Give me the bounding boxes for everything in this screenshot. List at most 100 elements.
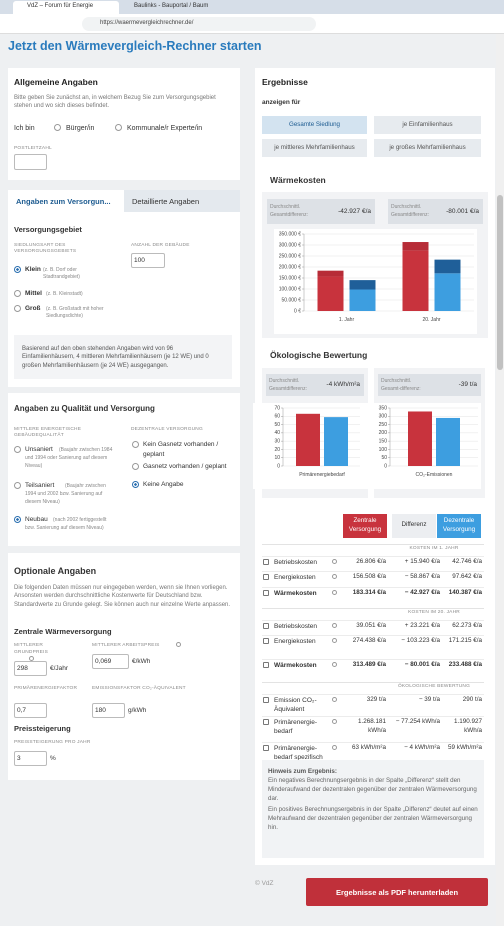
filter-button[interactable] [374, 116, 481, 134]
cell-value: + 15.940 €/a [404, 558, 440, 565]
filter-button[interactable] [374, 139, 481, 157]
cell-value: 59 kWh/m²a [448, 744, 482, 751]
field-label: SIEDLUNGSART DES VERSORGUNGSGEBIETS [14, 243, 77, 255]
radio-button[interactable] [132, 481, 139, 488]
scrollbar-thumb [497, 195, 503, 370]
field-label: MITTLERER GRUNDPREIS [14, 643, 48, 656]
label: Ich bin [14, 125, 35, 132]
radio-label[interactable]: Unsaniert [25, 446, 53, 453]
cell-value: 1.190.927 kWh/a [453, 718, 482, 734]
difference-label: Durchschnittl. Gesamt-differenz: [381, 378, 421, 392]
radio-button[interactable] [115, 124, 122, 131]
row-label: Wärmekosten [274, 662, 317, 669]
info-text: Basierend auf den oben stehenden Angaben… [22, 346, 209, 369]
tab-title[interactable]: Baulinks - Bauportal / Baum [134, 3, 209, 9]
cell-value: 1.268.181 kWh/a [357, 718, 386, 734]
button-label[interactable]: Ergebnisse als PDF herunterladen [335, 888, 459, 897]
radio-button[interactable] [132, 441, 139, 448]
label: anzeigen für [262, 99, 301, 106]
radio-label[interactable]: Neubau [25, 516, 48, 523]
cell-value: 290 t/a [462, 696, 482, 703]
radio-label[interactable]: Kommunale/r Experte/in [127, 125, 203, 132]
cell-value: 274.438 €/a [352, 637, 386, 644]
button-label[interactable]: je Einfamilienhaus [402, 121, 453, 128]
filter-button[interactable] [262, 139, 367, 157]
radio-button[interactable] [54, 124, 61, 131]
divider [262, 608, 484, 609]
difference-value: -39 t/a [458, 381, 477, 388]
field-label: DEZENTRALE VERSORGUNG [131, 427, 203, 432]
cell-value: 42.746 €/a [452, 558, 482, 565]
text-input[interactable] [14, 661, 47, 676]
cell-value: − 58.867 €/a [404, 573, 440, 580]
radio-button[interactable] [14, 305, 21, 312]
cell-value: − 39 t/a [418, 696, 440, 703]
radio-button[interactable] [14, 482, 21, 489]
cell-value: 63 kWh/m²a [352, 744, 386, 751]
help-icon [332, 559, 337, 564]
radio-label[interactable]: Bürger/in [66, 125, 95, 132]
column-header[interactable] [392, 514, 436, 538]
button-label[interactable]: Gesamte Siedlung [289, 121, 340, 128]
text-input[interactable] [131, 253, 165, 268]
difference-box [267, 199, 375, 224]
tab[interactable] [8, 190, 124, 212]
row-icon [263, 662, 269, 668]
row-icon [263, 590, 269, 596]
radio-button[interactable] [14, 266, 21, 273]
cell-value: − 103.223 €/a [401, 637, 440, 644]
filter-button[interactable] [262, 116, 367, 134]
text-input[interactable] [92, 654, 129, 669]
tab-label[interactable]: Detaillierte Angaben [132, 197, 200, 206]
radio-label[interactable]: Klein [25, 266, 41, 273]
hint-box [262, 760, 484, 858]
difference-label: Durchschnittl. Gesamtdifferenz: [269, 378, 307, 392]
section-title: Wärmekosten [270, 175, 326, 185]
radio-label[interactable]: Kein Gasnetz vorhanden / geplant [143, 441, 219, 458]
button-label[interactable]: je mittleres Mehrfamilienhaus [274, 144, 355, 151]
tab-label[interactable]: Angaben zum Versorgun... [16, 197, 111, 206]
radio-label[interactable]: Teilsaniert [25, 482, 55, 489]
text-input[interactable] [14, 154, 47, 170]
radio-label[interactable]: Gasnetz vorhanden / geplant [143, 463, 227, 470]
divider [262, 659, 484, 660]
divider [262, 716, 484, 717]
row-icon [263, 745, 269, 751]
radio-label[interactable]: Mittel [25, 290, 42, 297]
text-input[interactable] [14, 703, 47, 718]
row-icon [263, 719, 269, 725]
help-icon [332, 662, 337, 667]
subsection-title: Zentrale Wärmeversorgung [14, 627, 112, 636]
row-label: Emission CO₂-Äquivalent [274, 697, 317, 714]
radio-note: (nach 2002 fertiggestellt bzw. Sanierung… [25, 517, 107, 531]
difference-box [378, 374, 481, 396]
radio-label[interactable]: Keine Angabe [143, 481, 184, 488]
radio-button[interactable] [14, 516, 21, 523]
column-header[interactable] [343, 514, 387, 538]
cell-value: 140.387 €/a [448, 589, 482, 596]
text-input[interactable] [14, 751, 47, 766]
column-header[interactable] [437, 514, 481, 538]
divider [262, 742, 484, 743]
help-icon [332, 745, 337, 750]
radio-button[interactable] [14, 290, 21, 297]
column-header-label: Dezentrale Versorgung [442, 517, 476, 533]
url-field[interactable] [82, 17, 316, 31]
input-value: 180 [95, 707, 106, 714]
section-title: Angaben zu Qualität und Versorgung [14, 404, 155, 413]
tab-title[interactable]: VdZ – Forum für Energie [27, 3, 94, 9]
row-label: Betriebskosten [274, 623, 317, 630]
difference-value: -4 kWh/m²a [326, 381, 360, 388]
radio-button[interactable] [132, 463, 139, 470]
radio-label[interactable]: Groß [25, 305, 41, 312]
tab[interactable] [124, 190, 240, 212]
text-input[interactable] [92, 703, 125, 718]
row-label: Betriebskosten [274, 559, 317, 566]
row-label: Energiekosten [274, 574, 316, 581]
pdf-button[interactable] [306, 878, 488, 906]
cell-value: 39.051 €/a [356, 622, 386, 629]
button-label[interactable]: je großes Mehrfamilienhaus [389, 144, 466, 151]
divider [262, 544, 484, 545]
radio-button[interactable] [14, 446, 21, 453]
